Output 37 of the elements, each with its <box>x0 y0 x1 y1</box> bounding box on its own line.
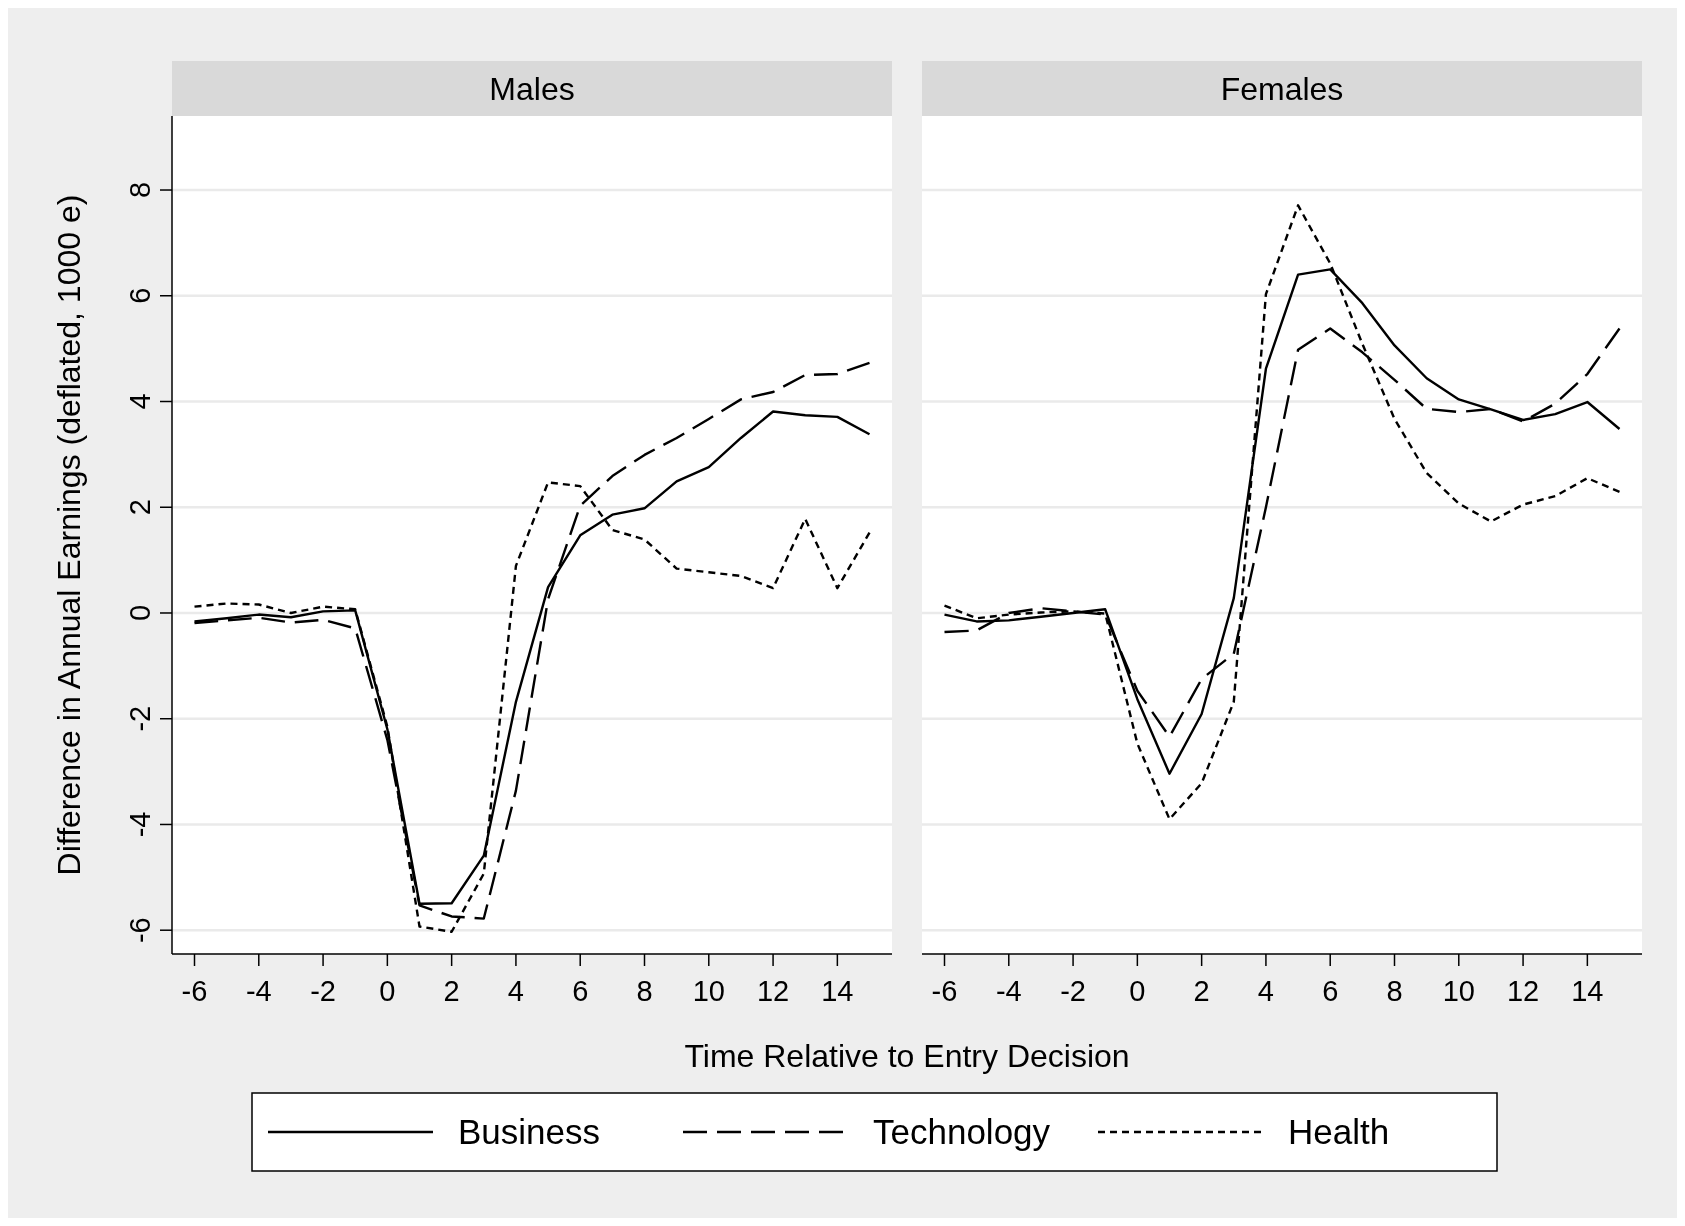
y-tick-label: -2 <box>124 705 156 732</box>
x-tick-label: 14 <box>1571 975 1604 1007</box>
x-tick-label: 8 <box>636 975 653 1007</box>
x-tick-label: -4 <box>995 975 1022 1007</box>
y-tick-label: -6 <box>124 917 156 944</box>
x-tick-label: 10 <box>692 975 725 1007</box>
x-tick-label: 6 <box>572 975 589 1007</box>
x-tick-label: -6 <box>931 975 958 1007</box>
legend-label: Technology <box>873 1112 1051 1151</box>
y-tick-label: 0 <box>124 604 156 622</box>
x-tick-label: 2 <box>443 975 460 1007</box>
y-tick-label: -4 <box>124 811 156 838</box>
y-tick-label: 6 <box>124 287 156 304</box>
y-tick-label: 2 <box>124 499 156 516</box>
x-tick-label: 2 <box>1193 975 1210 1007</box>
chart-title: Females <box>1220 70 1344 107</box>
x-tick-label: -6 <box>181 975 208 1007</box>
y-axis-title: Difference in Annual Earnings (deflated, 1000 e) <box>51 194 87 876</box>
x-axis-title: Time Relative to Entry Decision <box>684 1038 1130 1074</box>
legend-label: Business <box>458 1112 601 1151</box>
y-tick-label: 8 <box>124 181 156 199</box>
x-tick-label: 0 <box>379 975 396 1007</box>
x-tick-label: 6 <box>1322 975 1339 1007</box>
x-tick-label: 12 <box>756 975 790 1007</box>
y-tick-label: 4 <box>124 393 156 410</box>
x-tick-label: 12 <box>1506 975 1540 1007</box>
x-tick-label: -4 <box>245 975 272 1007</box>
x-tick-label: 0 <box>1129 975 1146 1007</box>
chart-title: Males <box>489 70 575 107</box>
x-tick-label: 10 <box>1442 975 1475 1007</box>
x-tick-label: -2 <box>310 975 336 1007</box>
x-tick-label: 8 <box>1386 975 1403 1007</box>
x-tick-label: 14 <box>821 975 854 1007</box>
legend-label: Health <box>1288 1112 1390 1151</box>
x-tick-label: 4 <box>1257 975 1274 1007</box>
x-tick-label: 4 <box>507 975 524 1007</box>
x-tick-label: -2 <box>1060 975 1086 1007</box>
